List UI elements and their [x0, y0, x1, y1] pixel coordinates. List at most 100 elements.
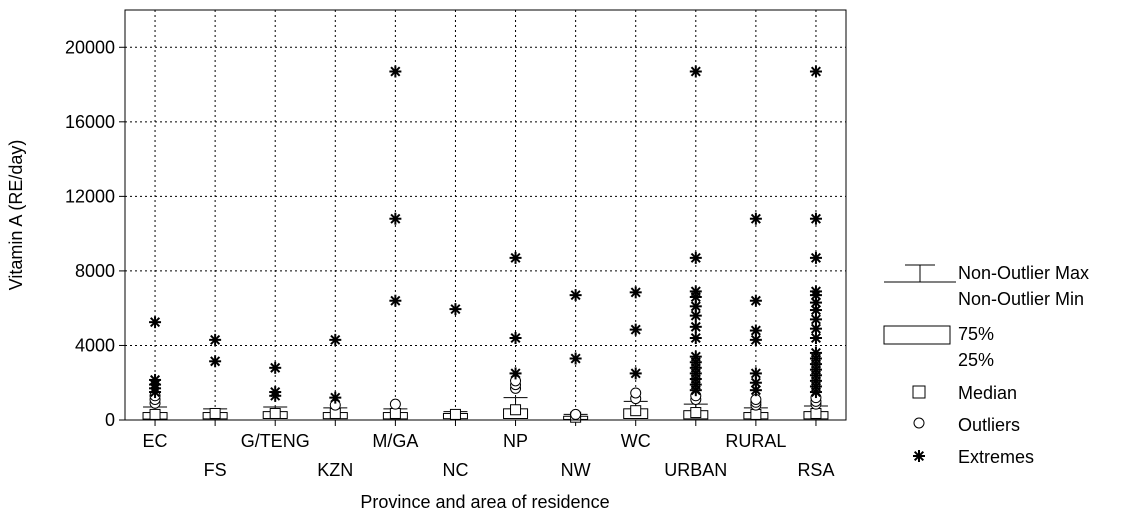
x-tick-label: FS [204, 460, 227, 480]
legend-extreme-label: Extremes [958, 447, 1034, 467]
extreme-point [269, 386, 282, 399]
y-tick-label: 12000 [65, 186, 115, 206]
median-marker [389, 407, 401, 419]
boxplot [262, 361, 288, 421]
boxplot [142, 316, 168, 421]
median-marker [750, 408, 762, 420]
extreme-point [749, 367, 762, 380]
legend-extreme-star [913, 450, 925, 462]
extreme-point [509, 332, 522, 344]
boxplot [322, 333, 348, 421]
x-axis-ticks: EC FS G/TENG KZN M/GA NC NP NW WC URBAN RURAL RSA [143, 420, 834, 480]
median-marker [690, 407, 702, 419]
extreme-point [809, 212, 822, 225]
extreme-point [269, 361, 282, 374]
extreme-point [149, 373, 162, 386]
median-marker [630, 405, 642, 417]
extreme-point [809, 285, 822, 298]
median-marker [209, 407, 221, 419]
boxplot [623, 286, 649, 421]
median-marker [810, 407, 822, 419]
x-tick-label: G/TENG [241, 431, 310, 451]
extreme-point [689, 332, 702, 344]
extreme-point [329, 391, 342, 404]
legend-outlier-label: Outliers [958, 415, 1020, 435]
x-tick-label: NP [503, 431, 528, 451]
extreme-point [689, 65, 702, 78]
boxplots [142, 65, 829, 423]
boxplot [503, 251, 529, 421]
outlier-point [389, 398, 401, 410]
x-tick-label: RSA [797, 460, 834, 480]
boxplot [202, 333, 228, 421]
extreme-point [389, 212, 402, 225]
extreme-point [629, 323, 642, 336]
outlier-point [630, 387, 642, 399]
extreme-point [629, 286, 642, 299]
legend-whisker-max-label: Non-Outlier Max [958, 263, 1089, 283]
legend-median-label: Median [958, 383, 1017, 403]
x-tick-label: NC [442, 460, 468, 480]
extreme-point [809, 322, 822, 335]
median-marker [149, 408, 161, 420]
extreme-point [209, 333, 222, 346]
extreme-point [389, 65, 402, 78]
extreme-point [689, 285, 702, 298]
extreme-point [809, 346, 822, 359]
boxplot [382, 65, 408, 421]
x-tick-label: KZN [317, 460, 353, 480]
x-tick-label: RURAL [725, 431, 786, 451]
extreme-point [689, 350, 702, 363]
extreme-point [569, 289, 582, 302]
extreme-point [629, 367, 642, 380]
legend-box-bottom-label: 25% [958, 350, 994, 370]
legend-whisker-min-label: Non-Outlier Min [958, 289, 1084, 309]
x-tick-label: WC [621, 431, 651, 451]
median-marker [449, 408, 461, 420]
extreme-point [329, 333, 342, 346]
extreme-point [509, 251, 522, 264]
legend-median-symbol [912, 385, 926, 399]
extreme-point [449, 303, 462, 316]
median-marker [269, 407, 281, 419]
x-tick-label: URBAN [664, 460, 727, 480]
x-tick-label: EC [143, 431, 168, 451]
legend: Non-Outlier Max Non-Outlier Min 75% 25% … [883, 263, 1089, 467]
outlier-point [570, 408, 582, 420]
extreme-point [509, 367, 522, 380]
extreme-point [209, 355, 222, 368]
extreme-point [149, 316, 162, 329]
boxplot [683, 65, 709, 421]
extreme-point [749, 324, 762, 337]
legend-extreme-symbol [913, 450, 925, 462]
legend-whisker-symbol [884, 264, 956, 283]
boxplot [803, 65, 829, 421]
boxplot [563, 289, 589, 423]
grid [125, 10, 846, 420]
x-tick-label: NW [561, 460, 591, 480]
plot-frame [124, 9, 847, 421]
y-tick-label: 16000 [65, 112, 115, 132]
extreme-point [689, 320, 702, 333]
y-tick-label: 4000 [75, 335, 115, 355]
extreme-point [809, 251, 822, 264]
legend-box-top-label: 75% [958, 324, 994, 344]
extreme-point [809, 65, 822, 78]
extreme-point [569, 352, 582, 365]
y-tick-label: 0 [105, 410, 115, 430]
median-marker [510, 404, 522, 416]
extreme-point [749, 294, 762, 307]
y-axis-label: Vitamin A (RE/day) [6, 140, 26, 291]
extreme-point [689, 309, 702, 322]
y-tick-label: 20000 [65, 37, 115, 57]
extreme-point [389, 294, 402, 307]
y-axis-ticks: 0 4000 8000 12000 16000 20000 [65, 37, 125, 430]
y-tick-label: 8000 [75, 261, 115, 281]
extreme-point [689, 251, 702, 264]
legend-box-symbol [883, 325, 951, 345]
x-tick-label: M/GA [372, 431, 418, 451]
boxplot [743, 212, 769, 421]
extreme-point [749, 212, 762, 225]
legend-outlier-symbol [913, 417, 925, 429]
